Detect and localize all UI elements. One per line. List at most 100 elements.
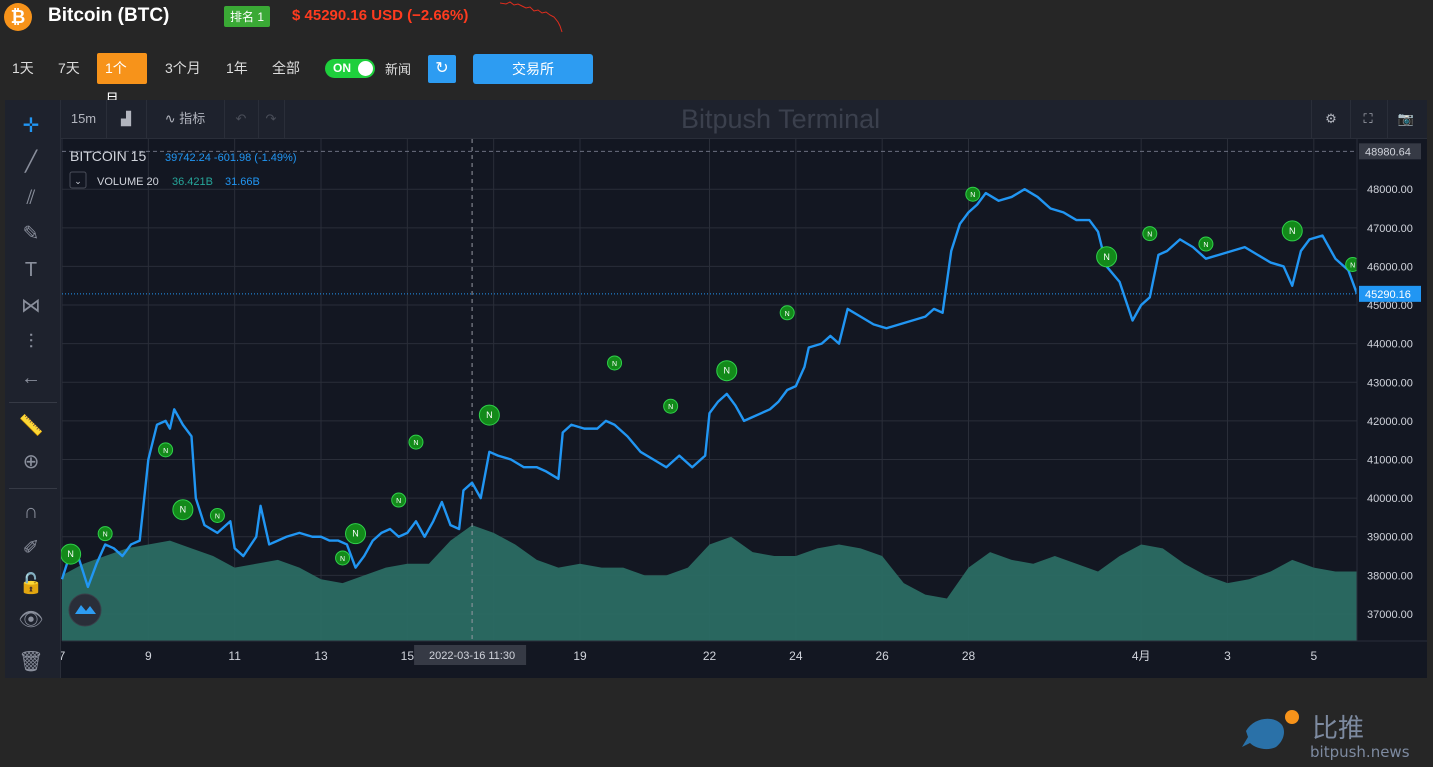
news-marker: N <box>1281 220 1303 242</box>
crosshair-date-tag: 2022-03-16 11:30 <box>414 645 527 665</box>
eye-icon[interactable]: 👁 <box>18 609 44 631</box>
range-1m-button[interactable]: 1个月 <box>97 53 147 107</box>
news-marker: N <box>60 543 82 565</box>
x-tick-label: 19 <box>573 649 587 663</box>
x-tick-label: 3 <box>1224 649 1231 663</box>
redo-icon[interactable]: ↷ <box>258 100 285 138</box>
crosshair-date-text: 2022-03-16 11:30 <box>429 650 515 662</box>
news-marker-dot <box>716 360 738 382</box>
x-tick-label: 4月 <box>1132 649 1151 663</box>
news-marker-dot <box>408 434 424 450</box>
x-tick-label: 13 <box>314 649 328 663</box>
range-3m-button[interactable]: 3个月 <box>165 60 201 76</box>
fullscreen-icon[interactable]: ⛶ <box>1349 100 1388 138</box>
y-tick-label: 37000.00 <box>1367 609 1413 621</box>
news-marker: N <box>965 186 981 202</box>
ruler-icon[interactable]: 📏 <box>18 415 44 437</box>
news-marker-label: N <box>67 549 74 559</box>
toggle-knob <box>358 61 373 76</box>
toolbar-divider <box>9 488 57 489</box>
price-text: $ 45290.16 USD (−2.66%) <box>292 7 469 24</box>
pattern-icon[interactable]: ⋈ <box>21 295 41 317</box>
news-marker-dot <box>478 404 500 426</box>
news-marker-label: N <box>215 514 220 521</box>
trend-line-icon[interactable]: ╱ <box>24 151 38 173</box>
news-marker-label: N <box>724 366 731 376</box>
x-axis-area <box>62 641 1427 678</box>
news-marker-label: N <box>1203 242 1208 249</box>
text-tool-icon[interactable]: T <box>24 259 38 281</box>
news-marker-dot <box>391 492 407 508</box>
range-all-button[interactable]: 全部 <box>272 60 300 76</box>
exchange-button[interactable]: 交易所 <box>473 54 593 84</box>
undo-icon[interactable]: ↶ <box>224 100 259 138</box>
chart-top-toolbar: 15m ▟ ∿ 指标 ↶ ↷ Bitpush Terminal ⚙ ⛶ 📷 <box>61 100 1427 139</box>
range-1y-button[interactable]: 1年 <box>226 60 248 76</box>
news-marker: N <box>335 550 351 566</box>
crosshair-date-bg <box>414 645 527 665</box>
news-marker: N <box>97 526 113 542</box>
x-tick-label: 9 <box>145 649 152 663</box>
camera-icon[interactable]: 📷 <box>1397 111 1415 126</box>
news-marker-dot <box>335 550 351 566</box>
legend-volume-label: VOLUME 20 <box>97 176 159 188</box>
lock-drawing-icon[interactable]: ✐ <box>22 537 40 559</box>
zoom-in-icon[interactable]: ⊕ <box>22 451 40 473</box>
y-axis-area <box>1357 139 1427 641</box>
news-marker: N <box>209 508 225 523</box>
chart-frame: N N N N N N N N N N N N N N N N N N N N 37000.00 38000.00 3900… <box>5 100 1427 761</box>
news-marker-label: N <box>486 410 493 420</box>
trash-icon[interactable]: 🗑 <box>18 651 44 673</box>
chart-type-icon[interactable]: ▟ <box>106 100 147 138</box>
news-marker-dot <box>1142 226 1158 242</box>
back-arrow-icon[interactable]: ← <box>21 367 41 389</box>
x-tick-label: 24 <box>789 649 803 663</box>
magnet-icon[interactable]: ∩ <box>23 501 39 523</box>
price-chart[interactable]: N N N N N N N N N N N N N N N N N N N N 37000.00 38000.00 3900… <box>5 100 1427 678</box>
x-tick-label: 15 <box>401 649 415 663</box>
y-tick-label: 45000.00 <box>1367 300 1413 312</box>
news-marker-dot <box>97 526 113 542</box>
news-label: 新闻 <box>385 62 412 77</box>
news-marker-label: N <box>970 192 975 199</box>
refresh-icon: ↻ <box>435 60 449 77</box>
news-marker-label: N <box>668 404 673 411</box>
mountain-logo-icon <box>75 605 96 614</box>
crosshair-icon[interactable]: ✛ <box>22 115 40 137</box>
prediction-icon[interactable]: ⫶ <box>28 331 34 353</box>
last-price-tag: 45290.16 <box>1359 285 1421 302</box>
indicators-button[interactable]: ∿ 指标 <box>146 100 225 138</box>
price-sparkline <box>500 1 563 33</box>
news-marker-label: N <box>1350 263 1355 270</box>
news-marker-dot <box>1281 220 1303 242</box>
range-7d-button[interactable]: 7天 <box>58 60 80 76</box>
chart-watermark: Bitpush Terminal <box>681 104 881 134</box>
brush-icon[interactable]: ✎ <box>22 223 40 245</box>
bitcoin-logo-icon: ₿ <box>4 3 32 31</box>
pitchfork-icon[interactable]: ⫽ <box>26 187 36 209</box>
y-tick-label: 48000.00 <box>1367 184 1413 196</box>
last-price-tag-text: 45290.16 <box>1365 289 1411 301</box>
toggle-label: ON <box>333 61 351 75</box>
interval-button[interactable]: 15m <box>61 100 107 138</box>
news-marker-label: N <box>612 361 617 368</box>
y-tick-label: 38000.00 <box>1367 570 1413 582</box>
brand-url: bitpush.news <box>1310 743 1410 761</box>
y-tick-label: 41000.00 <box>1367 455 1413 467</box>
last-price-tag-bg <box>1359 285 1421 302</box>
news-marker: N <box>1198 236 1214 252</box>
x-tick-label: 7 <box>59 649 66 663</box>
y-tick-label: 40000.00 <box>1367 493 1413 505</box>
unlock-icon[interactable]: 🔓 <box>18 573 44 595</box>
range-1d-button[interactable]: 1天 <box>12 60 34 76</box>
news-toggle[interactable]: ON <box>325 59 375 78</box>
chevron-down-icon: ⌄ <box>74 177 82 187</box>
news-marker-dot <box>965 186 981 202</box>
news-marker-dot <box>158 442 174 458</box>
y-tick-label: 42000.00 <box>1367 416 1413 428</box>
refresh-button[interactable]: ↻ <box>428 55 456 83</box>
y-tick-label: 39000.00 <box>1367 532 1413 544</box>
settings-gear-icon[interactable]: ⚙ <box>1311 100 1351 138</box>
news-marker: N <box>779 305 795 321</box>
news-marker-label: N <box>180 505 187 515</box>
